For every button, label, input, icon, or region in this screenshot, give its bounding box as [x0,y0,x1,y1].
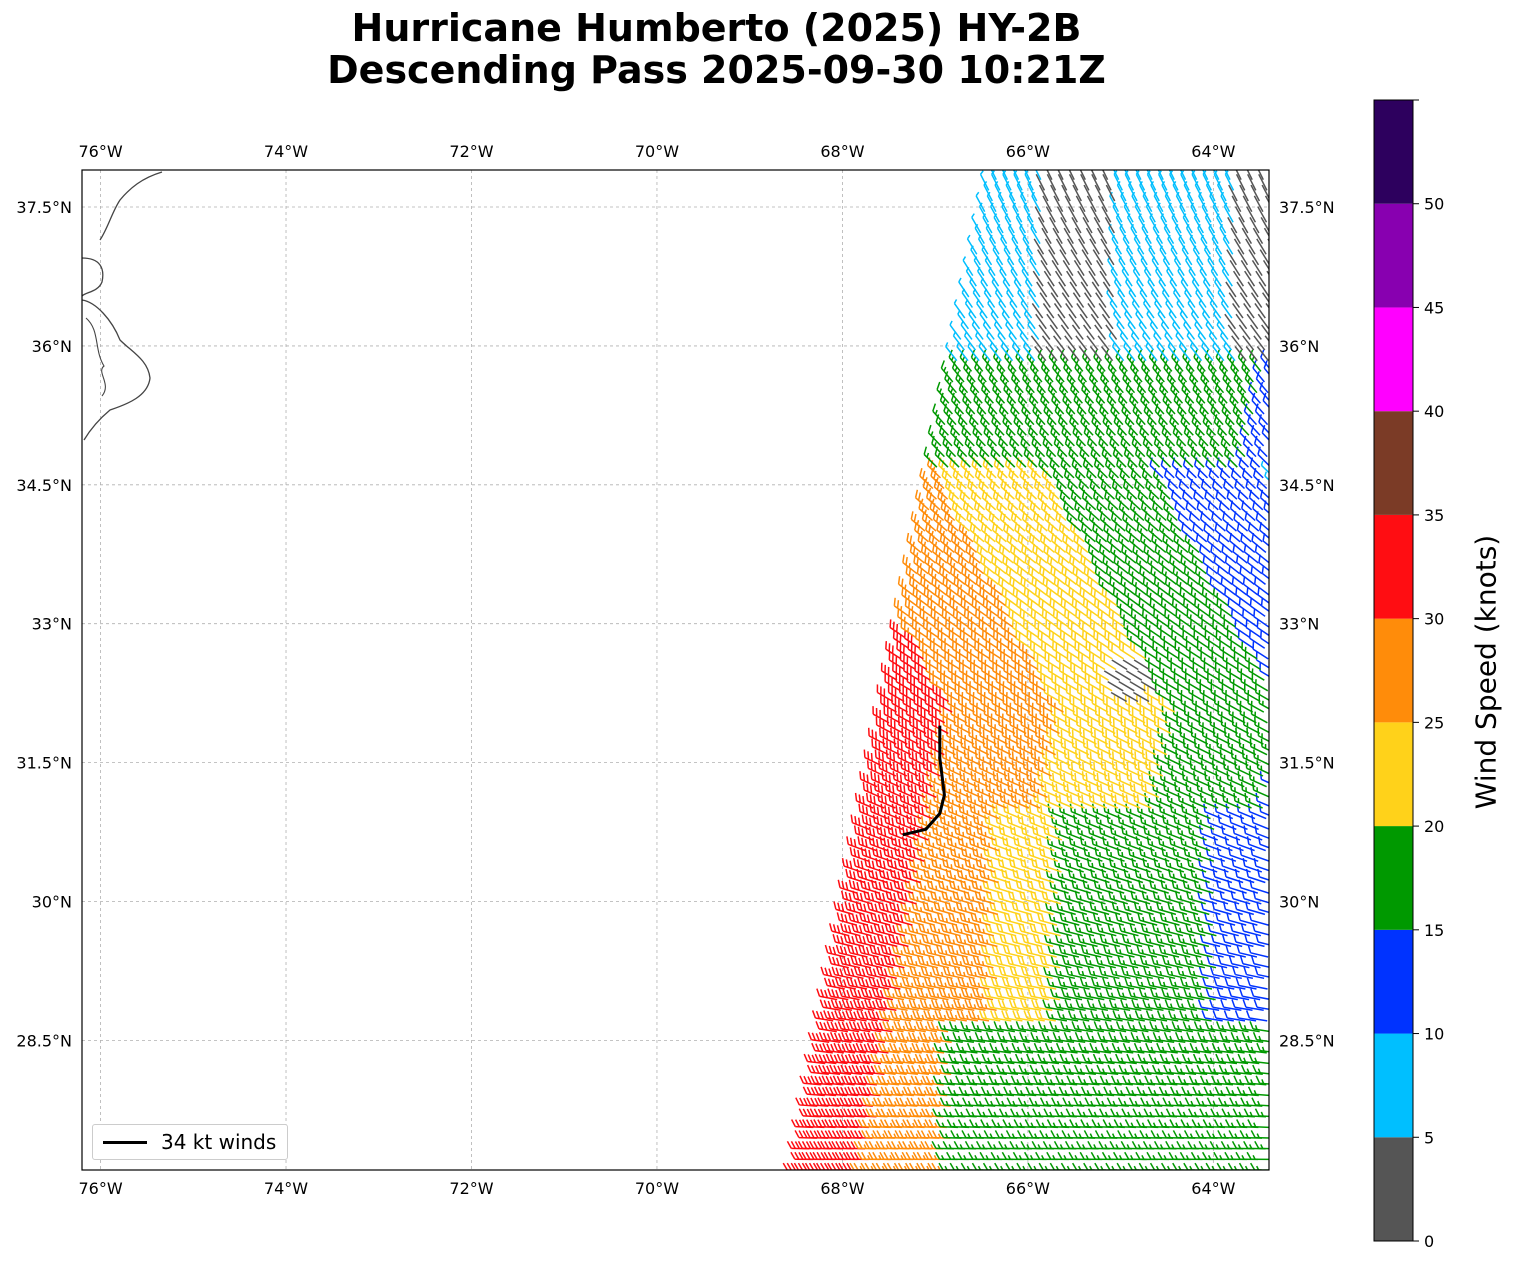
coastline-north [82,258,103,296]
wind-barb [849,815,872,830]
wind-barb [1151,257,1165,276]
wind-barb [1255,1141,1277,1148]
wind-barb [1170,246,1184,265]
coastline [82,172,162,440]
wind-barb [1214,278,1228,297]
wind-barb [1126,246,1140,265]
wind-barb [844,836,867,850]
wind-barb [1248,1119,1270,1127]
coastline-sound [86,318,105,396]
wind-barb [1256,1076,1279,1085]
wind-barb [1265,336,1276,350]
wind-barb [1019,332,1034,350]
wind-barb [1218,257,1232,276]
wind-map: 76°W76°W74°W74°W72°W72°W70°W70°W68°W68°W… [0,0,1513,1264]
wind-barb [1027,321,1042,339]
wind-barb [824,945,847,957]
wind-barb [857,771,880,786]
wind-barb [984,257,998,276]
wind-barb [820,967,843,978]
wind-barb [866,728,889,744]
wind-barb [1254,479,1275,499]
wind-barb [1262,361,1281,382]
wind-barb [1185,257,1199,276]
coastline-bay [100,172,162,240]
wind-barb [970,246,984,265]
wind-barb [1021,267,1035,286]
wind-barb [1247,1152,1269,1159]
wind-barbs [783,160,1282,1170]
wind-barb [1256,414,1276,435]
wind-barb [1248,1087,1270,1096]
wind-barb [844,869,867,883]
wind-barb [1219,332,1234,350]
wind-barb [828,923,851,935]
wind-barb [1024,278,1038,297]
wind-barb [1148,246,1162,265]
wind-barb [1258,490,1279,510]
wind-barb [1020,299,1035,318]
wind-barb [1255,447,1275,468]
wind-barb [836,880,859,893]
wind-barb [1252,1098,1274,1106]
wind-barb [840,858,863,872]
wind-barb [981,246,995,265]
wind-barb [1216,321,1231,339]
wind-barb [836,912,859,925]
wind-barb [1260,425,1280,446]
wind-barb [1220,299,1235,318]
wind-barb [816,989,839,1000]
wind-barb [1255,1109,1277,1117]
wind-barb [1217,289,1232,308]
wind-barb [1014,246,1028,265]
wind-barb [832,902,855,915]
wind-barb [992,246,1006,265]
wind-barb [1251,1130,1273,1138]
wind-barb [1107,257,1121,276]
wind-barb [831,934,854,946]
wind-barb [1261,501,1282,521]
wind-barb [1003,246,1017,265]
wind-barb [1028,289,1043,308]
wind-barb [1213,310,1228,329]
wind-barb [861,750,884,766]
wind-barb [1261,393,1281,414]
wind-barb [853,793,876,808]
wind-barb [1114,246,1128,265]
coastline-carolina [82,300,150,440]
wind-barb [1159,246,1173,265]
wind-barb [1253,404,1273,425]
wind-barb [1023,310,1038,329]
wind-barb [1029,257,1043,276]
wind-barb [827,956,850,968]
wind-barb [1221,267,1235,286]
wind-barb [1266,303,1276,318]
wind-barb [1137,246,1151,265]
